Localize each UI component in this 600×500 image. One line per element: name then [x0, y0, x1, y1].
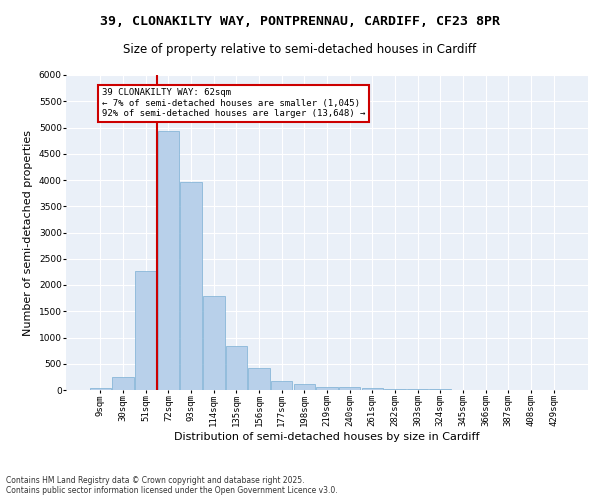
Bar [271, 382, 292, 390]
Text: Size of property relative to semi-detached houses in Cardiff: Size of property relative to semi-detach… [124, 42, 476, 56]
Bar [112, 377, 134, 390]
Bar [90, 388, 111, 390]
Text: 39, CLONAKILTY WAY, PONTPRENNAU, CARDIFF, CF23 8PR: 39, CLONAKILTY WAY, PONTPRENNAU, CARDIFF… [100, 15, 500, 28]
Bar [362, 388, 383, 390]
Bar [181, 182, 202, 390]
Bar [203, 296, 224, 390]
Bar [339, 388, 361, 390]
X-axis label: Distribution of semi-detached houses by size in Cardiff: Distribution of semi-detached houses by … [174, 432, 480, 442]
Bar [293, 384, 315, 390]
Bar [226, 346, 247, 390]
Text: 39 CLONAKILTY WAY: 62sqm
← 7% of semi-detached houses are smaller (1,045)
92% of: 39 CLONAKILTY WAY: 62sqm ← 7% of semi-de… [101, 88, 365, 118]
Y-axis label: Number of semi-detached properties: Number of semi-detached properties [23, 130, 33, 336]
Bar [158, 131, 179, 390]
Bar [248, 368, 270, 390]
Bar [407, 389, 428, 390]
Bar [135, 272, 157, 390]
Bar [316, 386, 338, 390]
Text: Contains HM Land Registry data © Crown copyright and database right 2025.
Contai: Contains HM Land Registry data © Crown c… [6, 476, 338, 495]
Bar [384, 388, 406, 390]
